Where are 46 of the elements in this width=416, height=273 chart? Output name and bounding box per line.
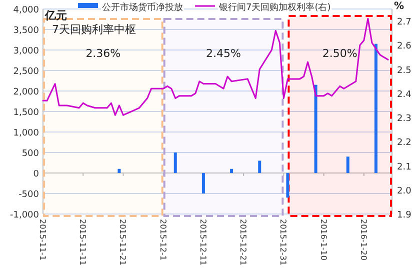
bar: [202, 173, 205, 194]
y2-tick-label: 2.2: [397, 138, 412, 148]
y-tick-label: 1,500: [13, 108, 40, 118]
x-tick-label: 2015-12-31: [278, 219, 288, 266]
legend-label: 公开市场货币净投放: [102, 2, 183, 13]
y-tick-label: 500: [22, 149, 40, 159]
band-label: 2.36%: [86, 47, 121, 60]
bar: [286, 173, 290, 198]
bar: [374, 44, 378, 173]
y2-tick-label: 1.9: [397, 210, 412, 220]
y2-tick-label: 2.6: [397, 42, 412, 52]
bar: [314, 84, 318, 173]
y2-tick-label: 2.5: [397, 66, 412, 76]
y2-axis-title: %: [394, 1, 404, 12]
y-tick-label: 0: [33, 170, 40, 180]
y-tick-label: -500: [18, 190, 40, 200]
bar: [118, 168, 121, 173]
x-tick-label: 2015-11-21: [118, 219, 128, 266]
x-tick-label: 2015-11-11: [78, 219, 88, 266]
band-label: 2.50%: [322, 47, 358, 60]
y-tick-label: 1,000: [13, 128, 40, 138]
band-label: 2.45%: [206, 47, 241, 60]
bar: [346, 156, 350, 173]
x-tick-label: 2016-1-10: [318, 219, 328, 260]
y-tick-label: 3,500: [13, 26, 40, 36]
y2-tick-label: 2.4: [397, 90, 412, 100]
y2-tick-label: 2.3: [397, 114, 412, 124]
x-tick-label: 2015-12-11: [198, 219, 208, 266]
legend-label: 银行间7天回购加权利率(右): [218, 2, 331, 13]
y2-tick-label: 2.7: [397, 18, 412, 28]
x-tick-label: 2015-11-1: [38, 219, 47, 260]
bar: [174, 152, 177, 173]
y2-tick-label: 2.0: [397, 186, 412, 196]
bar: [230, 168, 234, 173]
annotation: 7天回购利率中枢: [52, 23, 136, 36]
y-axis-title: 亿元: [44, 9, 67, 22]
y-tick-label: 2,000: [13, 88, 40, 98]
x-tick-label: 2015-12-1: [158, 219, 168, 260]
y-tick-label: -1,000: [10, 210, 40, 220]
y-tick-label: 3,000: [13, 46, 40, 56]
y2-tick-label: 2.1: [397, 162, 412, 172]
y-tick-label: 2,500: [13, 67, 40, 77]
x-tick-label: 2015-12-21: [238, 219, 248, 266]
x-tick-label: 2016-1-20: [358, 219, 368, 260]
y-tick-label: 4,000: [13, 6, 40, 16]
bar: [258, 160, 262, 173]
